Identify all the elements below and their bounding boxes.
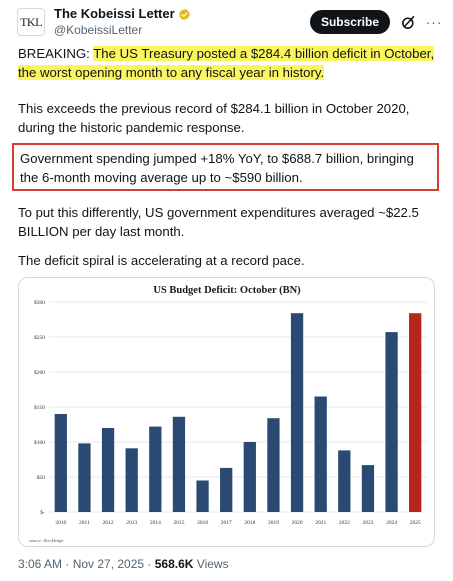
tweet-paragraph-4: To put this differently, US government e… (18, 205, 419, 239)
bar-2024 (385, 332, 398, 512)
x-tick-label: 2014 (150, 520, 161, 526)
bar-2018 (243, 442, 256, 512)
bar-2014 (149, 426, 162, 512)
chart-source: source: ZeroHedge (29, 538, 64, 543)
views-label: Views (193, 557, 229, 571)
y-tick-label: $150 (34, 404, 45, 411)
x-tick-label: 2016 (197, 520, 208, 526)
x-tick-label: 2021 (315, 520, 326, 526)
y-tick-label: $250 (34, 334, 45, 341)
chart-image[interactable]: US Budget Deficit: October (BN) $- $50 $10… (18, 277, 435, 547)
x-tick-label: 2020 (292, 520, 303, 526)
y-tick-label: $- (40, 509, 45, 516)
x-tick-label: 2025 (410, 520, 421, 526)
x-tick-label: 2023 (362, 520, 373, 526)
handle[interactable]: @KobeissiLetter (54, 23, 143, 37)
x-tick-label: 2011 (79, 520, 90, 526)
bar-2021 (314, 396, 327, 512)
bar-2017 (220, 467, 233, 512)
bar-2015 (172, 416, 186, 512)
budget-deficit-chart: US Budget Deficit: October (BN) $- $50 $10… (29, 285, 427, 543)
bar-2023 (361, 465, 375, 512)
x-tick-label: 2012 (103, 520, 114, 526)
bar-2022 (338, 450, 351, 512)
more-options-icon[interactable]: ··· (425, 14, 443, 30)
y-tick-label: $100 (34, 439, 45, 446)
views-count: 568.6K (154, 557, 194, 571)
bar-2025 (409, 313, 422, 512)
bar-2013 (125, 448, 138, 512)
bar-2010 (54, 414, 67, 512)
subscribe-button[interactable]: Subscribe (309, 10, 390, 34)
grok-icon[interactable] (400, 14, 417, 31)
avatar-text: TKL (20, 14, 42, 29)
avatar[interactable]: TKL (17, 8, 45, 36)
x-tick-label: 2010 (55, 520, 66, 526)
breaking-prefix: BREAKING: (18, 46, 94, 61)
tweet-meta: 3:06 AM · Nov 27, 2025 · 568.6K Views (18, 557, 229, 571)
tweet-paragraph-1: BREAKING: The US Treasury posted a $284.… (18, 44, 438, 82)
x-tick-label: 2015 (173, 520, 184, 526)
x-tick-label: 2013 (126, 520, 137, 526)
x-tick-label: 2022 (339, 520, 350, 526)
author-names: The Kobeissi Letter @KobeissiLetter (54, 6, 191, 38)
tweet-paragraph-2: This exceeds the previous record of $284… (18, 101, 410, 135)
chart-title: US Budget Deficit: October (BN) (153, 285, 301, 296)
bar-2011 (78, 443, 91, 512)
bar-2016 (196, 480, 209, 512)
x-tick-label: 2018 (244, 520, 255, 526)
y-tick-label: $50 (37, 474, 46, 481)
bar-2019 (267, 418, 280, 512)
tweet-paragraph-5: The deficit spiral is accelerating at a … (18, 253, 305, 268)
tweet-timestamp[interactable]: 3:06 AM · Nov 27, 2025 · (18, 557, 155, 571)
boxed-paragraph: Government spending jumped +18% YoY, to … (12, 143, 439, 191)
display-name-row[interactable]: The Kobeissi Letter (54, 6, 191, 22)
bar-2012 (101, 428, 115, 512)
x-tick-label: 2017 (221, 520, 232, 526)
y-tick-label: $200 (34, 369, 45, 376)
x-tick-label: 2024 (386, 520, 397, 526)
x-tick-label: 2019 (268, 520, 279, 526)
bar-2020 (290, 313, 304, 512)
verified-badge-icon (178, 8, 190, 20)
tweet-header: TKL The Kobeissi Letter @KobeissiLetter … (17, 6, 443, 38)
y-tick-label: $300 (34, 299, 45, 306)
display-name[interactable]: The Kobeissi Letter (54, 6, 175, 21)
